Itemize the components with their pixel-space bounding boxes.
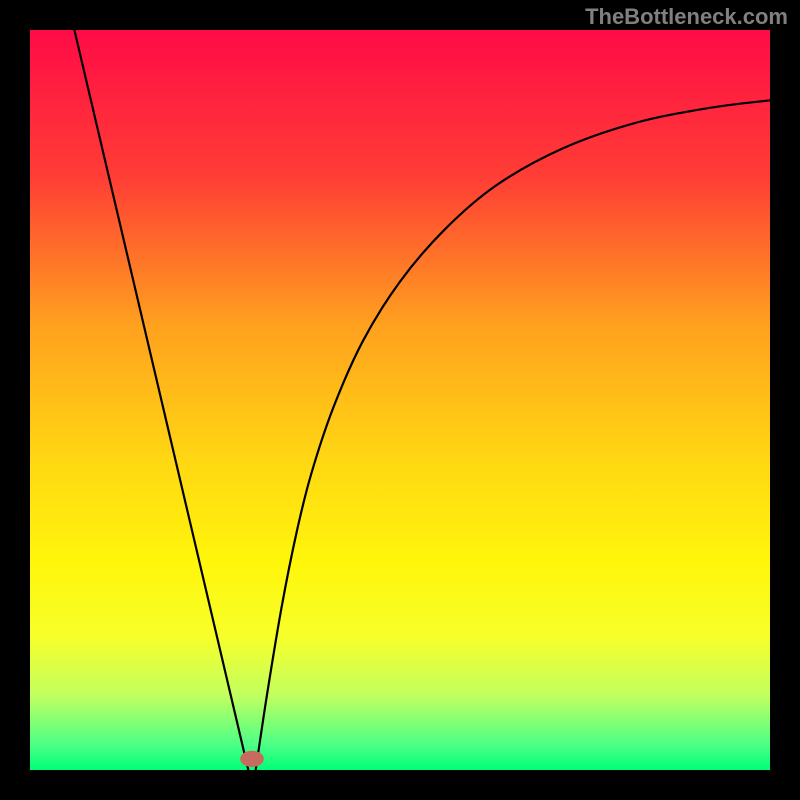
gradient-background — [30, 30, 770, 770]
minimum-marker — [240, 751, 264, 767]
watermark-text: TheBottleneck.com — [585, 4, 788, 30]
chart-container: TheBottleneck.com — [0, 0, 800, 800]
plot-area — [30, 30, 770, 770]
chart-svg — [30, 30, 770, 770]
